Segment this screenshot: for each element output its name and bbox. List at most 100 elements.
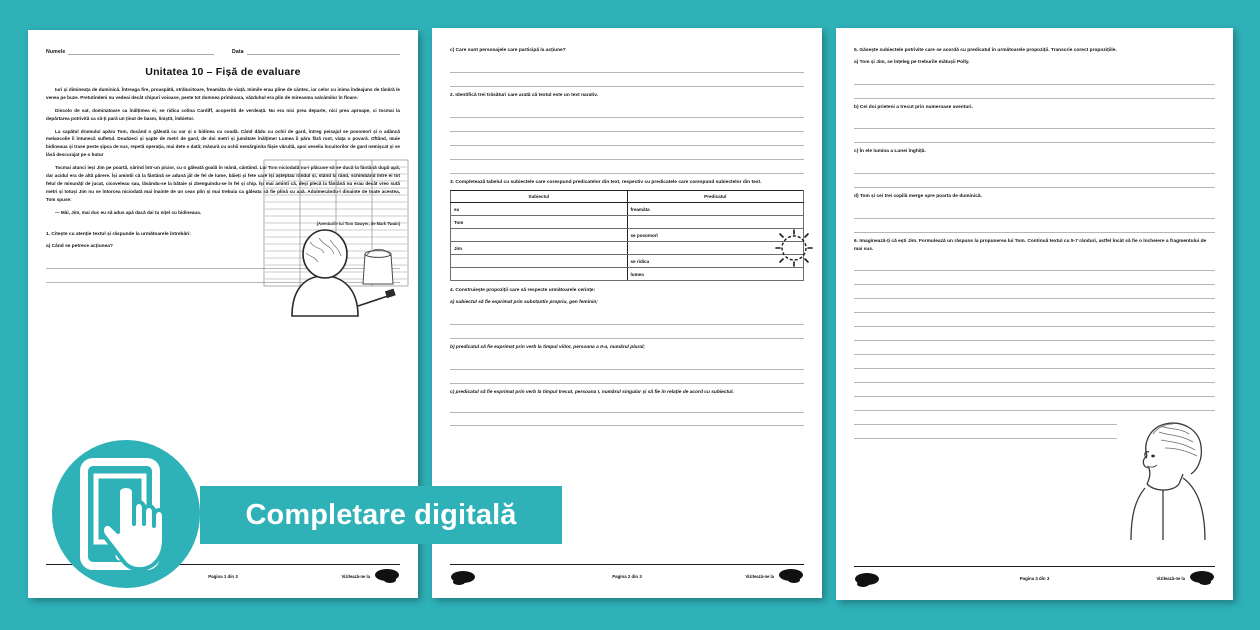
cell-subject[interactable]: ea <box>450 202 628 217</box>
table-row: Tom <box>450 215 804 230</box>
name-field-label: Numele <box>46 48 66 55</box>
answer-line[interactable] <box>46 269 400 283</box>
answer-line[interactable] <box>854 271 1215 286</box>
answer-line[interactable] <box>450 146 804 160</box>
answer-line[interactable] <box>450 73 804 87</box>
answer-line[interactable] <box>46 255 400 269</box>
answer-lines[interactable] <box>46 255 400 283</box>
answer-line[interactable] <box>854 71 1215 85</box>
answer-line[interactable] <box>854 285 1215 300</box>
cell-subject[interactable] <box>450 254 628 269</box>
page-2-footer: Pagina 2 din 3 Vizitează-ne la <box>450 564 804 590</box>
twinkl-logo[interactable] <box>854 572 880 587</box>
question-2: 2. Identifică trei trăsături care arată … <box>450 92 598 98</box>
date-field-rule[interactable] <box>246 48 400 55</box>
answer-lines[interactable] <box>854 115 1215 144</box>
answer-line[interactable] <box>450 104 804 118</box>
twinkl-logo[interactable] <box>450 570 476 585</box>
answer-line[interactable] <box>854 369 1215 384</box>
story-paragraph: Tocmai atunci ieși Jim pe poartă, sărind… <box>46 165 400 202</box>
answer-lines[interactable] <box>450 59 804 87</box>
answer-line[interactable] <box>450 370 804 384</box>
answer-line[interactable] <box>450 400 804 414</box>
answer-lines[interactable] <box>450 356 804 384</box>
answer-lines[interactable] <box>450 104 804 174</box>
page-title: Unitatea 10 – Fișă de evaluare <box>145 66 301 78</box>
question-4a: a) subiectul să fie exprimat prin substa… <box>450 300 598 306</box>
footer-note: Vizitează-ne la <box>745 574 774 579</box>
answer-line[interactable] <box>854 257 1215 272</box>
name-field: Numele <box>46 48 214 55</box>
story-paragraph: Iuri și dimineața de duminică. Întreaga … <box>46 87 400 100</box>
cell-predicate[interactable]: freamăta <box>626 202 804 217</box>
answer-line[interactable] <box>450 325 804 339</box>
answer-line[interactable] <box>854 115 1215 130</box>
worksheet-page-2[interactable]: c) Care sunt personajele care participă … <box>432 28 822 598</box>
digital-completion-label: Completare digitală <box>245 498 517 531</box>
question-1c: c) Care sunt personajele care participă … <box>450 48 566 53</box>
answer-lines[interactable] <box>854 257 1215 440</box>
table-row: Jim <box>450 241 804 256</box>
answer-line[interactable] <box>450 160 804 174</box>
question-5d: d) Tom și cei trei copilă merge spre poa… <box>854 194 982 200</box>
name-field-rule[interactable] <box>68 48 214 55</box>
question-4c: c) predicatul să fie exprimat prin verb … <box>450 389 734 395</box>
cell-subject[interactable]: Jim <box>450 241 628 256</box>
footer-note: Vizitează-ne la <box>1156 576 1185 581</box>
answer-lines[interactable] <box>854 205 1215 233</box>
answer-line[interactable] <box>854 85 1215 99</box>
answer-line[interactable] <box>450 59 804 73</box>
question-4: 4. Construiește propoziții care să respe… <box>450 288 596 294</box>
answer-line[interactable] <box>854 411 1215 426</box>
answer-lines[interactable] <box>450 311 804 339</box>
answer-lines[interactable] <box>450 400 804 427</box>
story-paragraph: Dincolo de sat, dominatoare ca înălțimea… <box>46 107 400 121</box>
worksheet-page-3[interactable]: 5. Găsește subiectele potrivite care se … <box>836 28 1233 600</box>
answer-line[interactable] <box>854 129 1215 144</box>
story-paragraph: — Mâi, Jim, mai duc eu să adus apă dacă … <box>55 209 202 215</box>
question-5b: b) Cei doi prieteni a trecut prin numero… <box>854 104 973 110</box>
question-6: 6. Imaginează-ți că ești Jim. Formulează… <box>854 238 1207 252</box>
twinkl-logo[interactable] <box>374 568 400 583</box>
subject-predicate-table[interactable]: Subiectul Predicatul ea freamăta Tom se p… <box>450 190 804 282</box>
answer-line[interactable] <box>854 355 1215 370</box>
answer-lines[interactable] <box>854 160 1215 189</box>
sun-doodle <box>772 226 816 270</box>
answer-lines[interactable] <box>854 71 1215 99</box>
answer-line[interactable] <box>854 219 1215 233</box>
table-row: ea freamăta <box>450 202 804 217</box>
answer-line[interactable] <box>854 299 1215 314</box>
answer-line[interactable] <box>854 327 1215 342</box>
tablet-tap-icon <box>52 440 200 588</box>
date-field-label: Data <box>232 48 244 55</box>
answer-line[interactable] <box>854 205 1215 219</box>
answer-line[interactable] <box>854 313 1215 328</box>
cell-predicate[interactable]: lumea <box>626 267 804 282</box>
answer-line[interactable] <box>854 341 1215 356</box>
answer-line[interactable] <box>450 413 804 427</box>
answer-line[interactable] <box>450 118 804 132</box>
cell-subject[interactable] <box>450 228 628 243</box>
footer-note: Vizitează-ne la <box>341 574 370 579</box>
answer-line[interactable] <box>450 311 804 325</box>
story-paragraph: La capătul drumului apăru Tom, ducând o … <box>46 128 400 158</box>
twinkl-logo[interactable] <box>778 568 804 583</box>
cell-subject[interactable] <box>450 267 628 282</box>
answer-line[interactable] <box>854 383 1215 398</box>
answer-line[interactable] <box>854 397 1215 412</box>
date-field: Data <box>232 48 400 55</box>
page-number-label: Pagina 1 din 3 <box>208 574 238 579</box>
twinkl-logo[interactable] <box>1189 570 1215 585</box>
page-number-label: Pagina 2 din 3 <box>612 574 642 579</box>
table-row: lumea <box>450 267 804 282</box>
answer-line[interactable] <box>450 132 804 146</box>
answer-line[interactable] <box>854 174 1215 189</box>
column-header-subject: Subiectul <box>450 190 628 204</box>
answer-line[interactable] <box>450 356 804 370</box>
answer-line[interactable] <box>854 425 1215 440</box>
table-row: se posomorî <box>450 228 804 243</box>
cell-subject[interactable]: Tom <box>450 215 628 230</box>
answer-line[interactable] <box>854 160 1215 175</box>
question-1a: a) Când se petrece acțiunea? <box>46 244 113 250</box>
